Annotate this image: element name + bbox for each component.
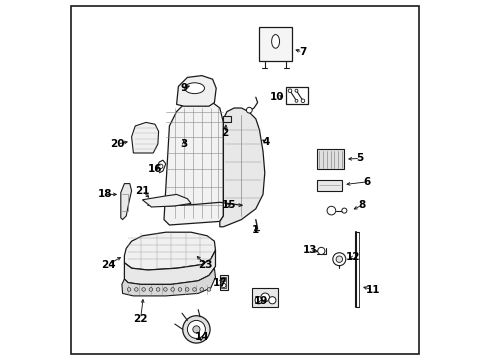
Bar [220,275,228,290]
Polygon shape [121,184,132,220]
Bar [259,27,292,61]
Polygon shape [124,250,216,284]
Circle shape [333,253,346,266]
Circle shape [246,107,252,113]
Circle shape [185,288,189,291]
Text: 10: 10 [270,92,285,102]
Text: 19: 19 [254,296,269,306]
Polygon shape [122,268,216,296]
Text: 22: 22 [133,314,148,324]
Circle shape [135,288,138,291]
Circle shape [255,297,262,304]
Text: 7: 7 [299,47,306,57]
Circle shape [159,164,163,168]
Circle shape [127,288,131,291]
Text: 24: 24 [101,260,116,270]
Polygon shape [132,122,159,153]
Circle shape [336,256,343,262]
Text: 21: 21 [135,186,149,196]
Ellipse shape [185,83,204,94]
Text: 14: 14 [195,332,209,342]
Circle shape [269,297,276,304]
Circle shape [327,206,336,215]
Circle shape [200,288,203,291]
Bar [221,277,226,288]
Circle shape [221,278,226,282]
Text: 16: 16 [148,164,162,174]
Bar [252,288,278,307]
Circle shape [261,293,270,302]
Text: 23: 23 [198,260,213,270]
Text: 3: 3 [180,139,188,149]
Circle shape [193,288,196,291]
Text: 12: 12 [346,252,360,262]
Text: 13: 13 [302,245,317,255]
Circle shape [221,283,226,288]
Text: 17: 17 [213,278,227,288]
Text: 18: 18 [98,189,112,199]
Circle shape [178,288,182,291]
Text: 1: 1 [252,225,259,235]
Polygon shape [176,76,216,106]
Circle shape [193,326,200,333]
Text: 5: 5 [357,153,364,163]
Text: 6: 6 [364,177,371,187]
Circle shape [164,288,167,291]
Bar [317,149,344,169]
Polygon shape [220,108,265,227]
Bar [223,116,231,122]
Polygon shape [164,101,223,225]
Polygon shape [143,194,191,207]
Ellipse shape [271,35,280,48]
Circle shape [342,208,347,213]
Ellipse shape [288,89,292,93]
Circle shape [318,247,325,255]
Circle shape [149,288,153,291]
Circle shape [171,288,174,291]
Bar [286,87,308,104]
Text: 9: 9 [180,83,187,93]
Bar [317,180,342,191]
Text: 4: 4 [263,137,270,147]
Text: 2: 2 [221,128,229,138]
Text: 11: 11 [366,285,380,295]
Circle shape [207,288,211,291]
Text: 8: 8 [358,200,366,210]
Text: 15: 15 [221,200,236,210]
Circle shape [142,288,146,291]
Ellipse shape [295,89,298,92]
Circle shape [156,288,160,291]
Circle shape [187,320,205,338]
Circle shape [183,316,210,343]
Polygon shape [124,232,216,270]
Ellipse shape [301,99,305,103]
Text: 20: 20 [110,139,124,149]
Ellipse shape [295,99,298,102]
